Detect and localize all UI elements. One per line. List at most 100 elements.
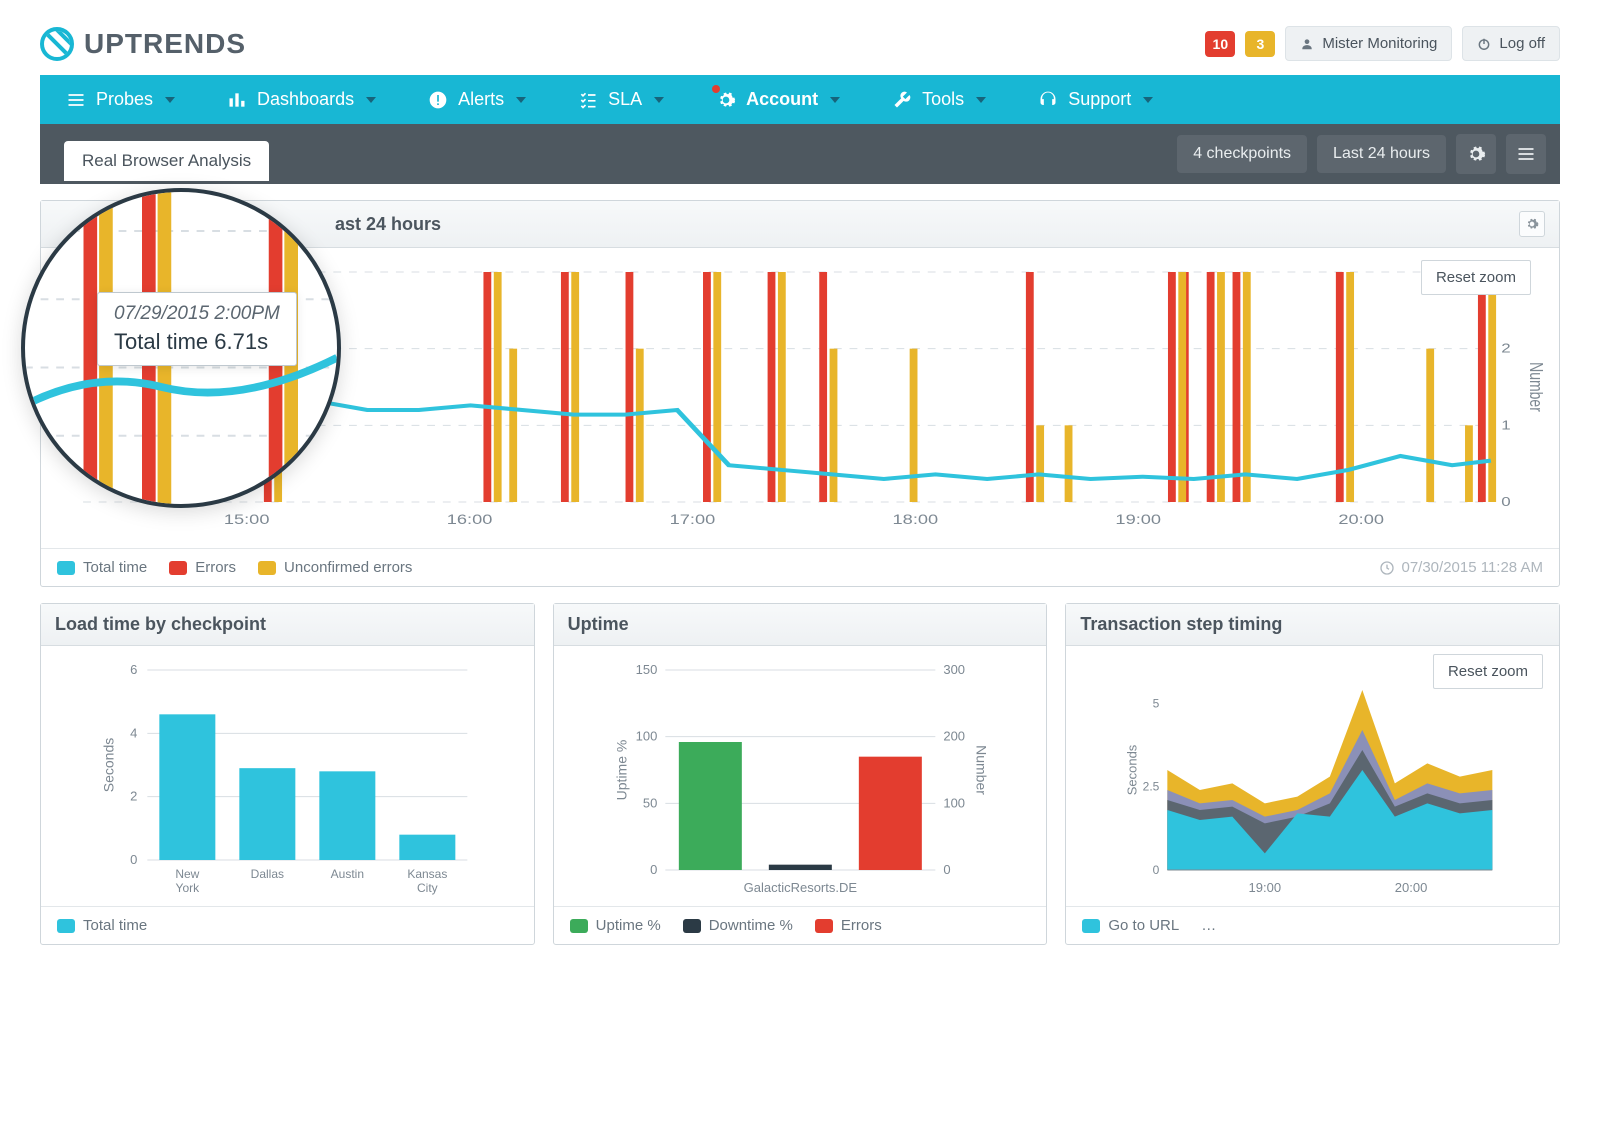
alert-badge-red[interactable]: 10 xyxy=(1205,31,1235,57)
legend-item: Uptime % xyxy=(570,917,661,934)
nav-sla[interactable]: SLA xyxy=(552,75,690,124)
clock-icon xyxy=(1379,560,1395,576)
panel-settings-button[interactable] xyxy=(1519,211,1545,237)
caret-icon xyxy=(654,97,664,103)
nav-label: Dashboards xyxy=(257,89,354,110)
svg-text:19:00: 19:00 xyxy=(1115,512,1161,527)
power-icon xyxy=(1477,37,1491,51)
svg-text:Number: Number xyxy=(1525,362,1543,412)
legend-item: Errors xyxy=(169,559,236,576)
legend-more: … xyxy=(1201,917,1216,934)
svg-text:6: 6 xyxy=(130,662,137,677)
gear-icon xyxy=(716,90,736,110)
checklist-icon xyxy=(578,90,598,110)
svg-text:York: York xyxy=(176,881,201,895)
panel-title: Load time by checkpoint xyxy=(55,614,266,635)
svg-text:Number: Number xyxy=(973,745,989,795)
top-right: 10 3 Mister Monitoring Log off xyxy=(1205,26,1560,61)
svg-text:Kansas: Kansas xyxy=(407,867,447,881)
alert-icon xyxy=(428,90,448,110)
legend-item: Go to URL xyxy=(1082,917,1179,934)
transaction-panel: Transaction step timing Reset zoom 02.55… xyxy=(1065,603,1560,945)
nav-probes[interactable]: Probes xyxy=(40,75,201,124)
caret-icon xyxy=(165,97,175,103)
nav-dashboards[interactable]: Dashboards xyxy=(201,75,402,124)
svg-text:100: 100 xyxy=(943,795,965,810)
svg-text:16:00: 16:00 xyxy=(447,512,493,527)
caret-icon xyxy=(976,97,986,103)
user-name: Mister Monitoring xyxy=(1322,35,1437,52)
caret-icon xyxy=(516,97,526,103)
reset-zoom-button[interactable]: Reset zoom xyxy=(1421,260,1531,295)
svg-text:2.5: 2.5 xyxy=(1143,780,1160,794)
reset-zoom-button[interactable]: Reset zoom xyxy=(1433,654,1543,689)
magnifier-overlay: 07/29/2015 2:00PM Total time 6.71s xyxy=(21,188,341,508)
svg-text:Austin: Austin xyxy=(331,867,364,881)
svg-text:20:00: 20:00 xyxy=(1338,512,1384,527)
uptime-panel: Uptime 0050100100200150300Uptime %Number… xyxy=(553,603,1048,945)
panel-title: Transaction step timing xyxy=(1080,614,1282,635)
snapshot-timestamp: 07/30/2015 11:28 AM xyxy=(1379,559,1543,576)
checkpoints-pill[interactable]: 4 checkpoints xyxy=(1177,135,1307,173)
svg-text:Seconds: Seconds xyxy=(1125,744,1140,795)
svg-text:Dallas: Dallas xyxy=(251,867,284,881)
svg-text:50: 50 xyxy=(643,795,657,810)
logoff-label: Log off xyxy=(1499,35,1545,52)
panel-title: Uptime xyxy=(568,614,629,635)
tooltip-timestamp: 07/29/2015 2:00PM xyxy=(114,303,280,325)
caret-icon xyxy=(830,97,840,103)
svg-text:5: 5 xyxy=(1153,696,1160,710)
legend-item: Errors xyxy=(815,917,882,934)
checkpoint-panel: Load time by checkpoint 0246SecondsNewYo… xyxy=(40,603,535,945)
user-button[interactable]: Mister Monitoring xyxy=(1285,26,1452,61)
svg-text:0: 0 xyxy=(943,862,950,877)
nav-label: Tools xyxy=(922,89,964,110)
legend-item: Downtime % xyxy=(683,917,793,934)
nav-label: Probes xyxy=(96,89,153,110)
nav-account[interactable]: Account xyxy=(690,75,866,124)
uptime-chart: 0050100100200150300Uptime %NumberGalacti… xyxy=(570,660,1031,900)
svg-text:New: New xyxy=(175,867,199,881)
main-nav: Probes Dashboards Alerts SLA Account Too… xyxy=(40,75,1560,124)
svg-text:1: 1 xyxy=(1501,418,1510,433)
alert-badge-yellow[interactable]: 3 xyxy=(1245,31,1275,57)
brand-name: UPTRENDS xyxy=(84,28,246,60)
svg-text:City: City xyxy=(417,881,438,895)
nav-label: Support xyxy=(1068,89,1131,110)
nav-alerts[interactable]: Alerts xyxy=(402,75,552,124)
caret-icon xyxy=(1143,97,1153,103)
nav-tools[interactable]: Tools xyxy=(866,75,1012,124)
timerange-pill[interactable]: Last 24 hours xyxy=(1317,135,1446,173)
headset-icon xyxy=(1038,90,1058,110)
sub-toolbar: Real Browser Analysis 4 checkpoints Last… xyxy=(40,124,1560,184)
svg-text:GalacticResorts.DE: GalacticResorts.DE xyxy=(743,880,857,895)
legend-item: Total time xyxy=(57,917,147,934)
nav-label: SLA xyxy=(608,89,642,110)
user-icon xyxy=(1300,37,1314,51)
active-tab[interactable]: Real Browser Analysis xyxy=(64,141,269,181)
legend-item: Unconfirmed errors xyxy=(258,559,412,576)
svg-text:4: 4 xyxy=(130,725,137,740)
svg-text:19:00: 19:00 xyxy=(1249,880,1282,895)
list-icon xyxy=(66,90,86,110)
legend-item: Total time xyxy=(57,559,147,576)
gear-icon xyxy=(1466,144,1486,164)
svg-text:0: 0 xyxy=(1501,495,1510,510)
menu-button[interactable] xyxy=(1506,134,1546,174)
settings-button[interactable] xyxy=(1456,134,1496,174)
svg-text:17:00: 17:00 xyxy=(670,512,716,527)
svg-text:0: 0 xyxy=(130,852,137,867)
brand-logo-icon xyxy=(40,27,74,61)
logoff-button[interactable]: Log off xyxy=(1462,26,1560,61)
svg-text:0: 0 xyxy=(650,862,657,877)
top-bar: UPTRENDS 10 3 Mister Monitoring Log off xyxy=(40,20,1560,75)
svg-text:150: 150 xyxy=(635,662,657,677)
checkpoint-chart: 0246SecondsNewYorkDallasAustinKansasCity xyxy=(57,660,518,900)
gear-icon xyxy=(1525,217,1539,231)
nav-support[interactable]: Support xyxy=(1012,75,1179,124)
svg-text:Seconds: Seconds xyxy=(100,738,116,792)
nav-label: Alerts xyxy=(458,89,504,110)
svg-text:Uptime %: Uptime % xyxy=(613,740,629,801)
hamburger-icon xyxy=(1516,144,1536,164)
barchart-icon xyxy=(227,90,247,110)
